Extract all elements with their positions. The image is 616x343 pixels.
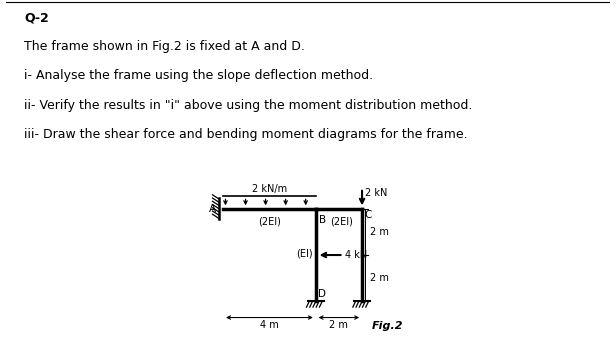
Text: (2EI): (2EI) (258, 216, 281, 226)
Text: 4 m: 4 m (260, 320, 279, 330)
Text: A: A (209, 204, 216, 214)
Text: 2 m: 2 m (370, 273, 389, 283)
Text: 2 kN/m: 2 kN/m (252, 184, 287, 194)
Text: 2 m: 2 m (370, 227, 389, 237)
Text: Fig.2: Fig.2 (372, 321, 403, 331)
Text: The frame shown in Fig.2 is fixed at A and D.: The frame shown in Fig.2 is fixed at A a… (24, 39, 305, 52)
Text: B: B (318, 215, 326, 225)
Text: D: D (318, 289, 326, 299)
Text: Q-2: Q-2 (24, 12, 49, 25)
Text: 2 kN: 2 kN (365, 188, 387, 198)
Text: 4 kN: 4 kN (345, 250, 367, 260)
Text: 2 m: 2 m (330, 320, 348, 330)
Text: iii- Draw the shear force and bending moment diagrams for the frame.: iii- Draw the shear force and bending mo… (24, 128, 468, 141)
Text: i- Analyse the frame using the slope deflection method.: i- Analyse the frame using the slope def… (24, 69, 373, 82)
Text: (2EI): (2EI) (330, 216, 352, 226)
Text: ii- Verify the results in "i" above using the moment distribution method.: ii- Verify the results in "i" above usin… (24, 99, 472, 112)
Text: (EI): (EI) (296, 249, 313, 259)
Text: C: C (365, 210, 372, 220)
